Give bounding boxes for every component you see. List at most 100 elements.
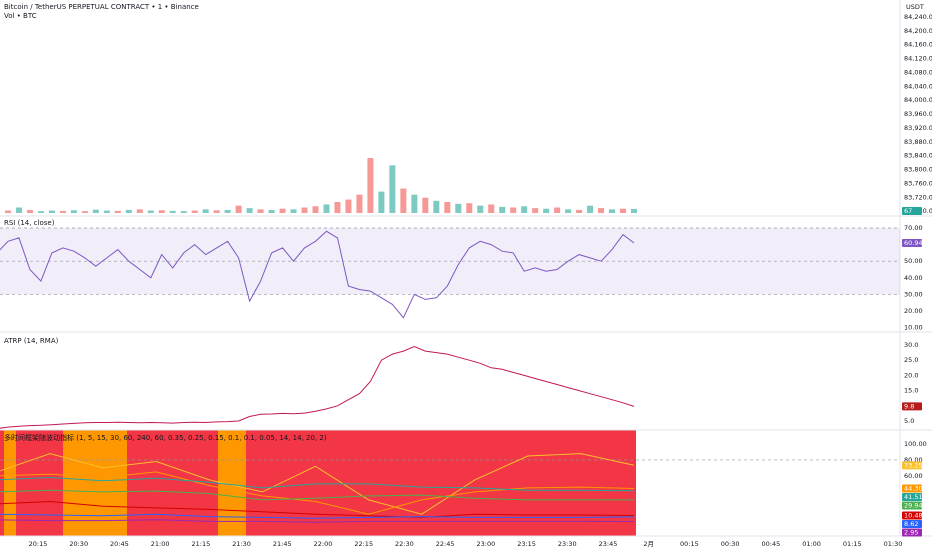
mtf-title: 多时间框架随波动指标 (1, 5, 15, 30, 60, 240, 60, 0…: [4, 433, 327, 442]
time-label: 23:45: [599, 540, 618, 548]
axis-tick-label: 25.0: [904, 356, 918, 364]
volume-bar: [609, 209, 616, 213]
time-label: 00:45: [761, 540, 780, 548]
value-badge-label: 73.25: [904, 461, 923, 469]
volume-bar: [510, 207, 517, 213]
volume-bar: [92, 209, 99, 213]
volume-bar: [444, 202, 451, 213]
time-label: 22:15: [354, 540, 373, 548]
series-line: [0, 489, 634, 501]
volume-bar: [26, 209, 33, 213]
volume-bar: [389, 165, 396, 213]
volume-bar: [136, 209, 143, 213]
time-label: 22:30: [395, 540, 414, 548]
volume-bar: [532, 208, 539, 213]
volume-bar: [257, 209, 264, 213]
volume-bar: [521, 206, 528, 213]
volume-bar: [334, 202, 341, 213]
volume-bar: [158, 210, 165, 213]
volume-bar: [411, 194, 418, 213]
volume-bar: [279, 208, 286, 213]
value-badge-label: 8.62: [904, 520, 918, 528]
volume-bar: [224, 209, 231, 213]
value-badge: [902, 511, 922, 520]
axis-tick-label: 84,120.0: [904, 55, 932, 63]
value-badge: [902, 528, 922, 537]
axis-tick-label: 20.0: [904, 371, 918, 379]
volume-bar: [455, 203, 462, 213]
axis-tick-label: 83,920.0: [904, 124, 932, 132]
time-label: 22:00: [314, 540, 333, 548]
volume-bar: [37, 211, 44, 213]
axis-tick-label: 84,080.0: [904, 68, 932, 76]
volume-bar: [246, 208, 253, 213]
time-label: 2月: [643, 540, 654, 548]
axis-tick-label: 84,200.0: [904, 27, 932, 35]
value-badge: [902, 239, 922, 248]
axis-tick-label: 50.00: [904, 257, 923, 265]
volume-bar: [301, 207, 308, 213]
value-badge-label: 60.94: [904, 239, 923, 247]
symbol-title: Bitcoin / TetherUS PERPETUAL CONTRACT • …: [4, 3, 199, 11]
series-line: [0, 345, 635, 429]
time-label: 21:45: [273, 540, 292, 548]
volume-bar: [15, 207, 22, 213]
series-line: [0, 453, 635, 515]
volume-bar: [48, 210, 55, 213]
value-badge: [902, 207, 922, 215]
value-badge: [902, 461, 922, 470]
time-label: 23:30: [558, 540, 577, 548]
volume-bar: [323, 204, 330, 213]
axis-tick-label: 84,240.0: [904, 13, 932, 21]
volume-bar: [543, 208, 550, 213]
rsi-title: RSI (14, close): [4, 219, 55, 227]
volume-bar: [125, 209, 132, 213]
volume-bar: [202, 209, 209, 213]
volume-bar: [81, 211, 88, 213]
series-line: [0, 471, 635, 515]
time-label: 01:15: [843, 540, 862, 548]
axis-tick-label: 84,040.0: [904, 82, 932, 90]
volume-bar: [235, 205, 242, 213]
volume-bar: [400, 188, 407, 213]
series-line: [0, 519, 635, 523]
volume-bar: [290, 209, 297, 213]
time-label: 00:15: [680, 540, 699, 548]
value-badge-label: 67: [904, 207, 912, 215]
axis-tick-label: 60.00: [904, 472, 923, 480]
value-badge: [902, 492, 922, 501]
volume-bar: [59, 210, 66, 213]
value-badge: [902, 484, 922, 493]
value-badge: [902, 501, 922, 510]
volume-bar: [466, 203, 473, 213]
mtf-zone: [4, 430, 16, 536]
volume-bar: [147, 210, 154, 213]
currency: USDT: [906, 3, 924, 11]
axis-tick-label: 83,720.0: [904, 193, 932, 201]
series-line: [0, 500, 635, 518]
time-label: 20:30: [69, 540, 88, 548]
time-label: 00:30: [721, 540, 740, 548]
volume-bar: [433, 200, 440, 213]
axis-tick-label: 83,840.0: [904, 152, 932, 160]
volume-bar: [554, 207, 561, 213]
value-badge-label: 29.94: [904, 501, 923, 509]
value-badge-label: 10.48: [904, 511, 923, 519]
volume-bar: [268, 209, 275, 213]
time-label: 23:15: [517, 540, 536, 548]
time-label: 22:45: [436, 540, 455, 548]
series-line: [0, 476, 635, 492]
value-badge-label: 41.51: [904, 493, 923, 501]
axis-tick-label: 83,800.0: [904, 166, 932, 174]
series-line: [0, 230, 635, 319]
axis-tick-label: 30.00: [904, 290, 923, 298]
volume-bar: [499, 206, 506, 213]
value-badge: [902, 402, 922, 411]
volume-title: Vol • BTC: [4, 12, 37, 20]
axis-tick-label: 83,880.0: [904, 138, 932, 146]
volume-bar: [180, 211, 187, 213]
volume-bar: [356, 194, 363, 213]
time-label: 20:45: [110, 540, 129, 548]
axis-tick-label: 10.00: [904, 324, 923, 332]
